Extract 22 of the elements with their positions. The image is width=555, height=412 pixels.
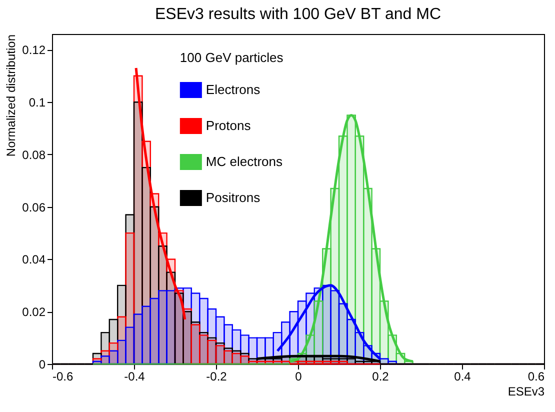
legend-label: Positrons: [206, 190, 261, 205]
legend-label: Protons: [206, 118, 252, 133]
legend-label: Electrons: [206, 82, 261, 97]
x-axis-title: ESEv3: [508, 384, 545, 398]
x-tick-label: 0.4: [454, 370, 472, 384]
y-tick-label: 0.08: [22, 148, 46, 162]
x-tick-label: 0: [295, 370, 302, 384]
y-tick-label: 0.1: [28, 96, 46, 110]
y-tick-label: 0.04: [22, 252, 46, 267]
y-tick-label: 0.06: [22, 200, 46, 214]
x-tick-label: 0.6: [528, 370, 545, 384]
x-tick-label: -0.6: [52, 370, 74, 384]
legend-title: 100 GeV particles: [180, 50, 284, 65]
y-tick-label: 0.12: [22, 43, 46, 58]
chart-title: ESEv3 results with 100 GeV BT and MC: [154, 6, 442, 23]
x-tick-label: 0.2: [372, 370, 390, 384]
x-tick-label: -0.2: [206, 370, 228, 384]
y-tick-label: 0.02: [22, 305, 46, 320]
y-tick-label: 0: [38, 358, 46, 372]
x-tick-label: -0.4: [124, 370, 146, 384]
legend-label: MC electrons: [206, 154, 283, 169]
y-axis-title: Normalized distribution: [4, 34, 18, 157]
